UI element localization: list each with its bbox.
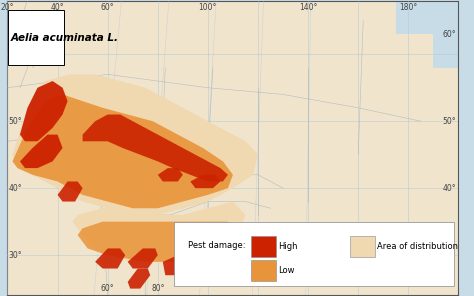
Polygon shape <box>163 255 191 275</box>
Polygon shape <box>12 94 233 208</box>
Polygon shape <box>396 1 458 34</box>
Text: 80°: 80° <box>151 284 164 293</box>
Text: 20°: 20° <box>0 3 14 12</box>
Text: 40°: 40° <box>442 184 456 193</box>
Polygon shape <box>191 175 220 188</box>
Text: High: High <box>278 242 298 251</box>
Polygon shape <box>57 181 82 202</box>
Text: Pest damage:: Pest damage: <box>188 241 246 250</box>
Text: 60°: 60° <box>101 3 115 12</box>
Polygon shape <box>158 168 183 181</box>
Text: Aelia acuminata L.: Aelia acuminata L. <box>10 33 118 43</box>
Text: Area of distribution: Area of distribution <box>377 242 458 251</box>
Polygon shape <box>128 268 150 289</box>
FancyBboxPatch shape <box>251 260 276 281</box>
Text: 140°: 140° <box>299 3 317 12</box>
Polygon shape <box>73 202 246 262</box>
FancyBboxPatch shape <box>350 237 375 257</box>
Text: 180°: 180° <box>399 3 418 12</box>
Polygon shape <box>95 248 125 268</box>
FancyBboxPatch shape <box>251 237 276 257</box>
Text: 100°: 100° <box>199 3 217 12</box>
Polygon shape <box>20 135 63 168</box>
Text: 50°: 50° <box>442 117 456 126</box>
FancyBboxPatch shape <box>8 10 64 65</box>
Polygon shape <box>82 115 228 181</box>
FancyBboxPatch shape <box>174 222 454 287</box>
Text: 60°: 60° <box>101 284 115 293</box>
Text: 40°: 40° <box>51 3 64 12</box>
Text: 30°: 30° <box>9 251 22 260</box>
Polygon shape <box>128 248 158 268</box>
Polygon shape <box>20 81 68 141</box>
Text: 50°: 50° <box>9 117 22 126</box>
Polygon shape <box>78 222 238 262</box>
Polygon shape <box>8 1 458 295</box>
Polygon shape <box>433 34 458 68</box>
Text: 60°: 60° <box>442 30 456 39</box>
Text: Low: Low <box>278 266 294 275</box>
Polygon shape <box>12 74 258 215</box>
Text: 40°: 40° <box>9 184 22 193</box>
